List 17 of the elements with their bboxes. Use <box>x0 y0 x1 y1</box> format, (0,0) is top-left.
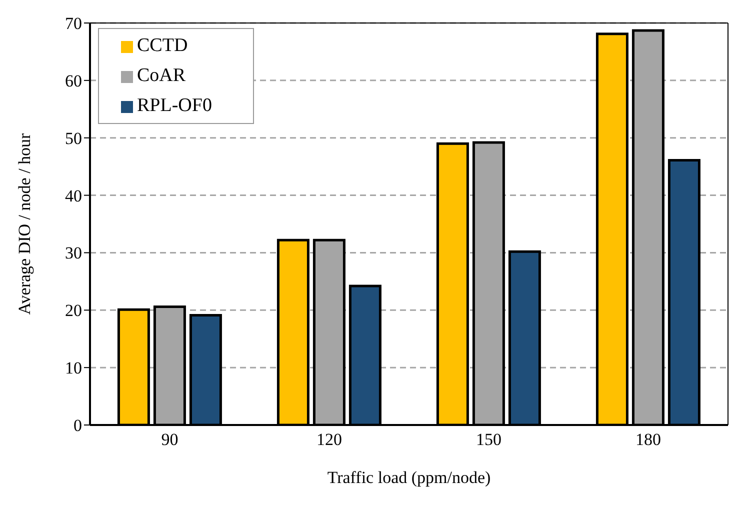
y-tick-label: 70 <box>65 14 82 34</box>
x-tick-label: 120 <box>316 430 342 450</box>
y-tick-label: 60 <box>65 71 82 90</box>
y-tick-label: 10 <box>65 358 82 378</box>
y-tick-label: 30 <box>65 244 82 263</box>
legend-label: RPL-OF0 <box>137 95 212 116</box>
y-tick-label: 20 <box>65 301 82 320</box>
x-tick-label: 90 <box>161 430 178 450</box>
x-axis-title: Traffic load (ppm/node) <box>327 468 491 487</box>
y-axis-title: Average DIO / node / hour <box>15 132 34 315</box>
x-tick-label: 180 <box>636 430 661 450</box>
y-tick-label: 40 <box>65 186 82 206</box>
x-tick-label: 150 <box>476 430 502 450</box>
legend-label: CoAR <box>137 65 186 86</box>
legend-label: CCTD <box>137 35 188 56</box>
y-tick-label: 0 <box>74 416 82 436</box>
y-tick-label: 50 <box>65 128 82 148</box>
